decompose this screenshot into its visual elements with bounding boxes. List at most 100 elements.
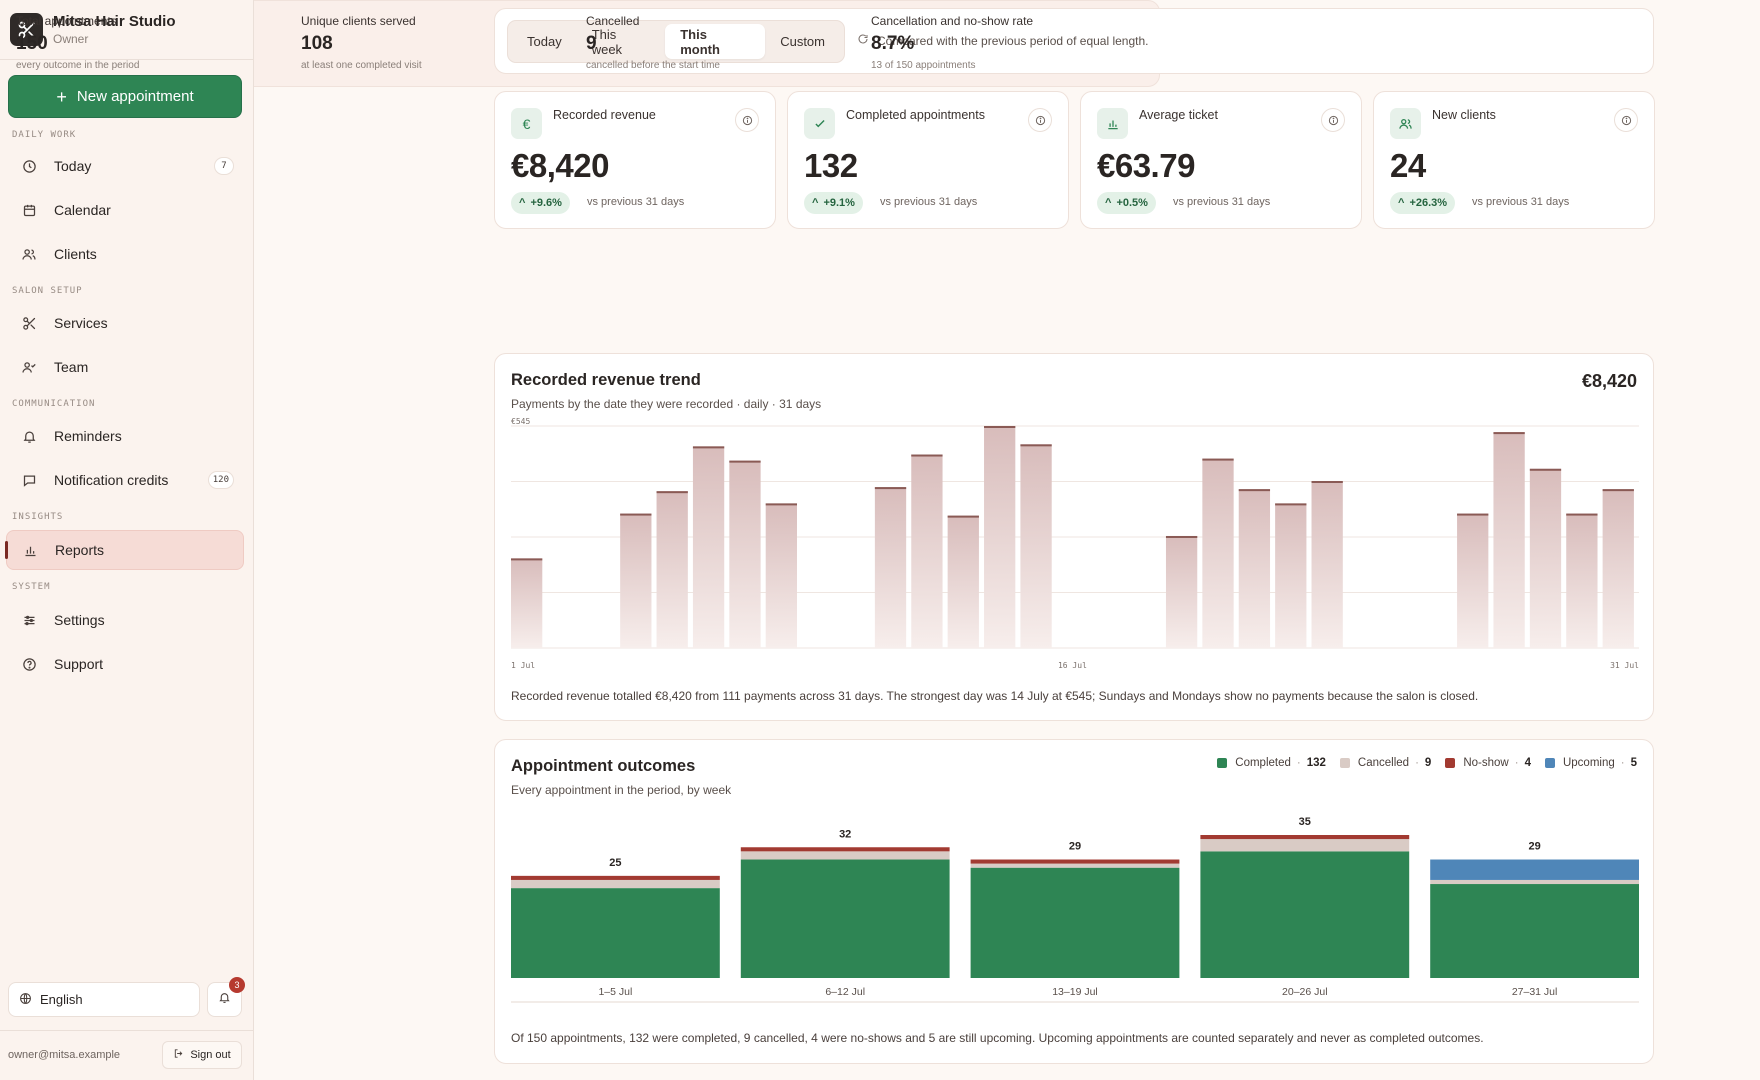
revenue-bar[interactable] bbox=[1202, 458, 1234, 648]
revenue-bar[interactable] bbox=[511, 558, 543, 648]
outcome-segment-no-show[interactable] bbox=[970, 859, 1180, 864]
revenue-bar[interactable] bbox=[911, 454, 943, 648]
tab-this-week[interactable]: This week bbox=[591, 26, 623, 57]
outcome-segment-cancelled[interactable] bbox=[740, 851, 950, 860]
kpi-delta-badge: ^ +9.1% bbox=[804, 192, 863, 214]
revenue-bar-cap bbox=[947, 515, 979, 518]
sign-out-button[interactable]: Sign out bbox=[162, 1041, 242, 1069]
outcome-segment-cancelled[interactable] bbox=[970, 863, 1180, 868]
sidebar-item-reminders[interactable]: Reminders bbox=[6, 416, 244, 456]
outcome-segment-no-show[interactable] bbox=[1200, 835, 1410, 840]
bar-total-label: 32 bbox=[839, 828, 851, 840]
tab-today[interactable]: Today bbox=[527, 34, 562, 49]
revenue-bar[interactable] bbox=[1602, 489, 1634, 648]
info-icon[interactable] bbox=[1028, 108, 1052, 132]
outcomes-footnote: Of 150 appointments, 132 were completed,… bbox=[511, 1031, 1484, 1045]
sidebar-item-calendar[interactable]: Calendar bbox=[6, 190, 244, 230]
revenue-trend-chart: €545 1 Jul 16 Jul 31 Jul bbox=[511, 417, 1639, 670]
revenue-bar[interactable] bbox=[1238, 489, 1271, 648]
section-label-communication: COMMUNICATION bbox=[12, 399, 96, 409]
new-appointment-button[interactable]: + New appointment bbox=[8, 75, 242, 118]
language-select[interactable]: English bbox=[8, 982, 200, 1017]
sidebar-item-settings[interactable]: Settings bbox=[6, 600, 244, 640]
section-label-salon-setup: SALON SETUP bbox=[12, 286, 83, 296]
outcome-segment-completed[interactable] bbox=[970, 867, 1180, 978]
revenue-bar[interactable] bbox=[1529, 468, 1562, 648]
sidebar-item-label: Today bbox=[54, 158, 92, 174]
revenue-bar[interactable] bbox=[1020, 444, 1052, 648]
sidebar-item-label: Reports bbox=[55, 542, 105, 558]
section-label-system: SYSTEM bbox=[12, 582, 51, 592]
revenue-bar[interactable] bbox=[1275, 503, 1307, 648]
outcome-segment-no-show[interactable] bbox=[740, 847, 950, 852]
credits-badge: 120 bbox=[207, 471, 234, 489]
revenue-bar[interactable] bbox=[874, 487, 907, 648]
language-value: English bbox=[40, 992, 83, 1007]
chevron-up-icon: ^ bbox=[1105, 197, 1112, 209]
revenue-bar[interactable] bbox=[947, 515, 979, 648]
sidebar-item-today[interactable]: Today 7 bbox=[6, 146, 244, 186]
sidebar-item-reports[interactable]: Reports bbox=[6, 530, 244, 570]
revenue-bar-cap bbox=[1165, 535, 1198, 538]
revenue-bar[interactable] bbox=[729, 460, 761, 648]
summary-value: 9 bbox=[586, 33, 597, 54]
revenue-bar[interactable] bbox=[1165, 535, 1198, 648]
bell-icon bbox=[18, 427, 40, 445]
info-icon[interactable] bbox=[735, 108, 759, 132]
brand[interactable]: Mitsa Hair Studio Owner bbox=[0, 0, 253, 60]
outcome-segment-completed[interactable] bbox=[1200, 851, 1410, 978]
chart-title: Appointment outcomes bbox=[511, 757, 696, 775]
outcome-segment-cancelled[interactable] bbox=[1430, 879, 1639, 885]
info-icon[interactable] bbox=[1321, 108, 1345, 132]
legend-count: 5 bbox=[1630, 757, 1637, 769]
kpi-delta-value: +9.6% bbox=[530, 197, 562, 209]
revenue-bar[interactable] bbox=[1457, 513, 1489, 648]
outcome-segment-upcoming[interactable] bbox=[1430, 859, 1639, 880]
summary-label: Cancellation and no-show rate bbox=[871, 14, 1034, 28]
info-icon[interactable] bbox=[1614, 108, 1638, 132]
revenue-bar[interactable] bbox=[1311, 480, 1343, 648]
revenue-bar[interactable] bbox=[984, 426, 1016, 648]
revenue-bar-cap bbox=[1238, 489, 1271, 492]
bar-total-label: 29 bbox=[1528, 841, 1540, 853]
tab-this-month[interactable]: This month bbox=[665, 24, 766, 59]
outcome-segment-completed[interactable] bbox=[511, 888, 720, 978]
chevron-up-icon: ^ bbox=[519, 197, 526, 209]
kpi-value: €8,420 bbox=[511, 147, 609, 184]
outcome-segment-cancelled[interactable] bbox=[511, 879, 720, 889]
outcome-segment-completed[interactable] bbox=[740, 859, 950, 978]
revenue-bar[interactable] bbox=[1493, 432, 1525, 648]
kpi-card-completed: Completed appointments 132 ^ +9.1% vs pre… bbox=[787, 91, 1069, 229]
outcome-segment-cancelled[interactable] bbox=[1200, 839, 1410, 852]
comparison-note: Compared with the previous period of equ… bbox=[857, 33, 1149, 48]
kpi-value: €63.79 bbox=[1097, 147, 1195, 184]
revenue-bar[interactable] bbox=[1566, 513, 1598, 648]
sidebar-item-services[interactable]: Services bbox=[6, 303, 244, 343]
revenue-bar[interactable] bbox=[692, 446, 725, 648]
brand-role: Owner bbox=[53, 32, 89, 46]
revenue-bar[interactable] bbox=[620, 513, 652, 648]
revenue-bar[interactable] bbox=[765, 503, 798, 648]
chart-title: Recorded revenue trend bbox=[511, 371, 701, 389]
section-label-daily-work: DAILY WORK bbox=[12, 130, 77, 140]
sidebar-item-clients[interactable]: Clients bbox=[6, 234, 244, 274]
tab-custom[interactable]: Custom bbox=[780, 34, 825, 49]
sidebar-item-support[interactable]: Support bbox=[6, 644, 244, 684]
kpi-value: 24 bbox=[1390, 147, 1426, 184]
revenue-bar-cap bbox=[874, 487, 907, 490]
summary-cancelled: Cancelled 9 cancelled before the start t… bbox=[586, 14, 720, 71]
sidebar-item-team[interactable]: Team bbox=[6, 347, 244, 387]
today-count-badge: 7 bbox=[214, 157, 234, 175]
sidebar-item-notification-credits[interactable]: Notification credits 120 bbox=[6, 460, 244, 500]
summary-subtext: cancelled before the start time bbox=[586, 60, 720, 71]
revenue-bar-cap bbox=[1020, 444, 1052, 447]
notifications-button[interactable]: 3 bbox=[207, 977, 245, 1017]
x-category-label: 6–12 Jul bbox=[825, 986, 865, 998]
user-check-icon bbox=[18, 358, 40, 376]
legend-swatch bbox=[1339, 758, 1350, 768]
outcome-segment-completed[interactable] bbox=[1430, 884, 1639, 978]
summary-subtext: at least one completed visit bbox=[301, 60, 422, 71]
legend-item-no-show: No-show · 4 bbox=[1445, 757, 1531, 769]
revenue-bar[interactable] bbox=[656, 491, 688, 648]
outcome-segment-no-show[interactable] bbox=[511, 875, 720, 880]
